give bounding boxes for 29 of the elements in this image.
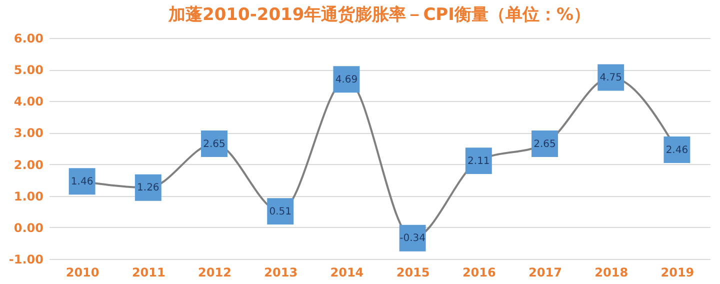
x-tick-label: 2012: [198, 266, 232, 280]
data-label: 2.46: [666, 144, 688, 156]
y-tick-label: 1.00: [14, 189, 44, 204]
x-tick-label: 2015: [396, 266, 430, 280]
data-label: 2.65: [534, 138, 556, 150]
x-tick-label: 2019: [660, 266, 694, 280]
y-tick-label: 4.00: [14, 94, 44, 109]
chart-title: 加蓬2010-2019年通货膨胀率－CPI衡量（单位：%）: [168, 5, 590, 25]
data-label: 4.75: [600, 72, 622, 84]
y-tick-label: -1.00: [8, 252, 44, 266]
data-label: 1.46: [70, 176, 94, 188]
x-tick-label: 2017: [528, 266, 562, 280]
y-tick-label: 0.00: [14, 220, 44, 235]
x-tick-label: 2018: [594, 266, 628, 280]
data-label: -0.34: [400, 233, 426, 244]
data-label: 0.51: [269, 206, 292, 218]
x-tick-label: 2013: [264, 266, 298, 280]
data-label: 2.11: [468, 156, 490, 167]
data-label: 2.65: [203, 138, 226, 150]
data-label: 1.26: [137, 182, 160, 194]
data-label: 4.69: [335, 74, 358, 86]
x-tick-label: 2011: [132, 266, 166, 280]
y-tick-label: 3.00: [14, 126, 44, 140]
y-tick-label: 5.00: [14, 63, 44, 78]
y-tick-label: 6.00: [14, 32, 44, 46]
x-tick-label: 2014: [330, 266, 364, 280]
x-tick-label: 2010: [66, 266, 100, 280]
x-tick-label: 2016: [462, 266, 496, 280]
y-tick-label: 2.00: [14, 158, 44, 172]
